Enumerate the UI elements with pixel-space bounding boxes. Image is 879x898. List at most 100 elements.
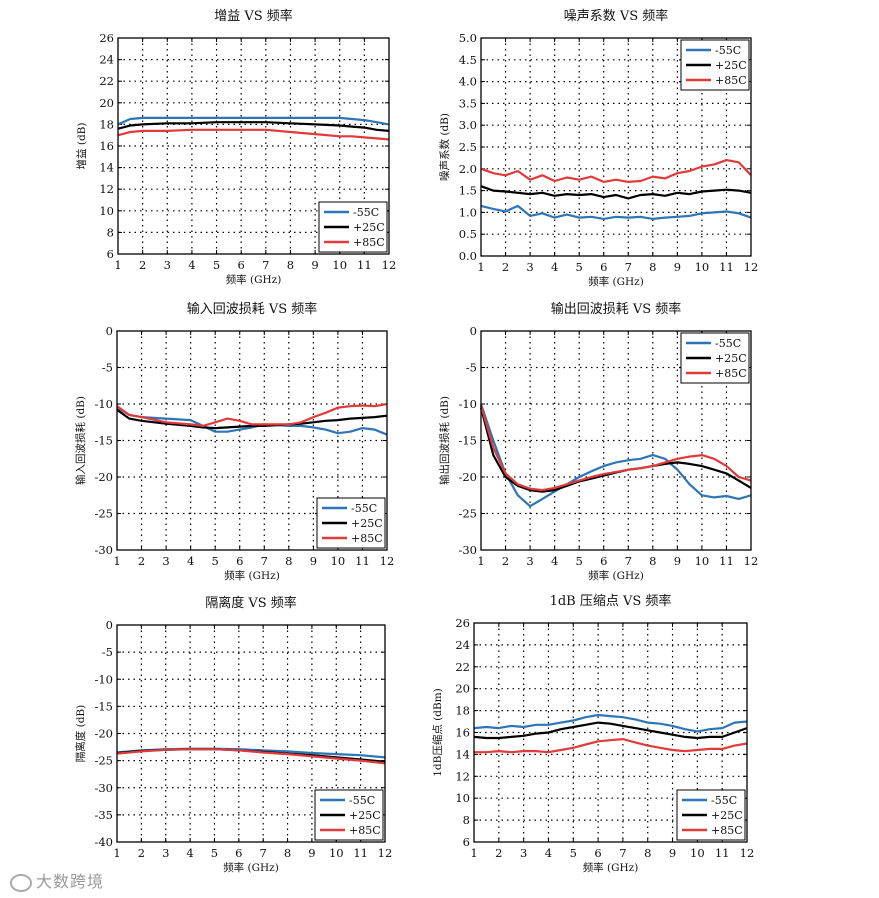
x-tick-label: 7 bbox=[625, 260, 632, 274]
x-tick-label: 11 bbox=[719, 260, 734, 274]
x-tick-label: 11 bbox=[357, 258, 372, 272]
x-tick-label: 10 bbox=[332, 258, 347, 272]
x-tick-label: 12 bbox=[382, 258, 397, 272]
x-tick-label: 6 bbox=[235, 846, 242, 860]
x-tick-label: 12 bbox=[744, 260, 759, 274]
legend-box bbox=[314, 789, 384, 841]
x-tick-label: 12 bbox=[380, 554, 395, 568]
y-axis-label: 噪声系数 (dB) bbox=[438, 113, 451, 181]
legend-label: +25C bbox=[351, 517, 383, 530]
chart-panel-4: 1 2 3 4 5 6 7 8 9 10 11 12-30-25-20-15-10-50输出回波损耗 … bbox=[438, 301, 758, 582]
x-axis-label: 频率 (GHz) bbox=[226, 273, 282, 286]
y-tick-label: 18 bbox=[99, 117, 114, 131]
x-axis-label: 频率 (GHz) bbox=[583, 861, 639, 874]
chart-title: 隔离度 VS 频率 bbox=[205, 595, 297, 611]
chart-title: 输入回波损耗 VS 频率 bbox=[187, 301, 318, 317]
x-tick-label: 4 bbox=[187, 554, 194, 568]
chart-title: 输出回波损耗 VS 频率 bbox=[551, 301, 682, 317]
chart-title: 增益 VS 频率 bbox=[214, 8, 293, 24]
series-line-85C bbox=[116, 748, 386, 765]
y-tick-label: 8 bbox=[463, 813, 470, 827]
y-tick-label: -30 bbox=[94, 543, 113, 557]
x-tick-label: 5 bbox=[213, 258, 220, 272]
legend-label: -55C bbox=[351, 502, 377, 515]
y-tick-label: -40 bbox=[94, 835, 113, 849]
y-tick-label: -10 bbox=[94, 397, 113, 411]
y-axis-label: 1dB压缩点 (dBm) bbox=[431, 688, 444, 777]
x-tick-label: 2 bbox=[138, 554, 145, 568]
x-tick-label: 5 bbox=[576, 554, 583, 568]
y-tick-label: 1.5 bbox=[459, 184, 477, 198]
legend: -55C +25C +85C bbox=[680, 332, 750, 384]
y-tick-label: 0 bbox=[106, 324, 113, 338]
x-tick-label: 7 bbox=[625, 554, 632, 568]
y-tick-label: 22 bbox=[99, 74, 114, 88]
y-tick-label: 0.0 bbox=[459, 249, 477, 263]
y-tick-label: 14 bbox=[455, 747, 470, 761]
plot-frame bbox=[116, 624, 386, 843]
x-tick-label: 8 bbox=[285, 554, 292, 568]
x-tick-label: 4 bbox=[186, 846, 193, 860]
legend-label: +25C bbox=[711, 809, 743, 822]
x-tick-label: 6 bbox=[236, 554, 243, 568]
x-tick-label: 3 bbox=[162, 554, 169, 568]
x-tick-label: 4 bbox=[551, 554, 558, 568]
x-tick-label: 2 bbox=[502, 260, 509, 274]
legend-label: -55C bbox=[711, 794, 737, 807]
legend-label: +85C bbox=[715, 367, 747, 380]
y-tick-label: 4.5 bbox=[459, 53, 477, 67]
x-tick-label: 1 bbox=[113, 846, 120, 860]
x-tick-label: 5 bbox=[570, 846, 577, 860]
x-tick-label: 2 bbox=[495, 846, 502, 860]
y-tick-label: 4.0 bbox=[459, 75, 477, 89]
chart-panel-2: 1 2 3 4 5 6 7 8 9 10 11 120.00.51.01.52.02.53.03.54… bbox=[438, 8, 758, 288]
y-tick-label: -20 bbox=[458, 470, 477, 484]
x-axis-label: 频率 (GHz) bbox=[588, 275, 644, 288]
y-tick-label: 20 bbox=[99, 96, 114, 110]
y-tick-label: 8 bbox=[107, 225, 114, 239]
y-tick-label: 5.0 bbox=[459, 31, 477, 45]
y-tick-label: -35 bbox=[94, 808, 113, 822]
y-tick-label: 1.0 bbox=[459, 205, 477, 219]
y-tick-label: -25 bbox=[94, 754, 113, 768]
x-tick-label: 7 bbox=[261, 554, 268, 568]
y-tick-label: 0 bbox=[470, 324, 477, 338]
legend: -55C +25C +85C bbox=[316, 497, 386, 549]
series-line-25C bbox=[473, 721, 748, 740]
x-tick-label: 7 bbox=[262, 258, 269, 272]
x-tick-label: 6 bbox=[594, 846, 601, 860]
x-tick-label: 10 bbox=[331, 554, 346, 568]
series-line-25C bbox=[116, 408, 388, 430]
x-tick-label: 7 bbox=[260, 846, 267, 860]
chart-panel-3: 1 2 3 4 5 6 7 8 9 10 11 12-30-25-20-15-10-50输入回波损耗 … bbox=[74, 301, 394, 582]
x-tick-label: 9 bbox=[669, 846, 676, 860]
y-tick-label: 26 bbox=[99, 31, 114, 45]
legend-label: +25C bbox=[715, 59, 747, 72]
series-line-85C bbox=[479, 405, 752, 492]
y-tick-label: 26 bbox=[455, 616, 470, 630]
y-axis-label: 增益 (dB) bbox=[75, 123, 88, 170]
series-line-55C bbox=[479, 403, 752, 508]
legend-label: -55C bbox=[353, 206, 379, 219]
legend-label: -55C bbox=[715, 337, 741, 350]
y-tick-label: 2.5 bbox=[459, 140, 477, 154]
y-tick-label: 0 bbox=[106, 618, 113, 632]
y-tick-label: -20 bbox=[94, 470, 113, 484]
x-tick-label: 9 bbox=[310, 554, 317, 568]
y-tick-label: -15 bbox=[94, 699, 113, 713]
x-tick-label: 9 bbox=[674, 554, 681, 568]
x-tick-label: 12 bbox=[744, 554, 759, 568]
x-tick-label: 3 bbox=[526, 260, 533, 274]
x-tick-label: 1 bbox=[113, 554, 120, 568]
x-tick-label: 4 bbox=[551, 260, 558, 274]
series-line-55C bbox=[473, 713, 748, 733]
x-tick-label: 8 bbox=[287, 258, 294, 272]
y-tick-label: 24 bbox=[455, 638, 470, 652]
y-tick-label: 20 bbox=[455, 682, 470, 696]
y-tick-label: 14 bbox=[99, 161, 114, 175]
x-tick-label: 11 bbox=[355, 554, 370, 568]
series-line-25C bbox=[117, 121, 390, 132]
legend-label: +85C bbox=[351, 532, 383, 545]
